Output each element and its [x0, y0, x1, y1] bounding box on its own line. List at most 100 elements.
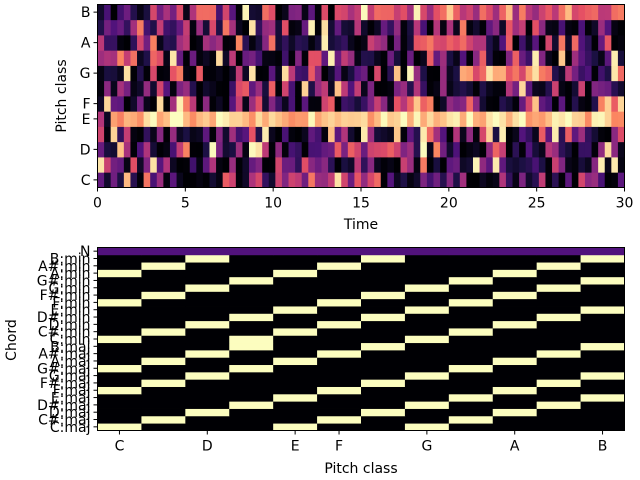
chord-template-cell — [97, 320, 142, 329]
chord-template-cell — [273, 291, 318, 300]
chroma-cell — [571, 65, 579, 82]
chord-template-cell — [229, 276, 274, 285]
chroma-cell — [459, 4, 467, 21]
chroma-cell — [552, 172, 560, 188]
chroma-cell — [104, 50, 112, 66]
chroma-cell — [321, 65, 329, 82]
chroma-cell — [591, 65, 599, 82]
chroma-cell — [453, 35, 461, 51]
chroma-cell — [222, 80, 230, 97]
chord-template-cell — [229, 393, 274, 402]
chroma-cell — [479, 4, 487, 21]
chord-template-cell — [317, 364, 362, 373]
chord-template-chart: C D E F G A B C:majC#:majD:majD#:majE:majF:maj… — [4, 244, 625, 477]
chord-template-cell — [580, 254, 625, 263]
chroma-cell — [578, 65, 586, 82]
chroma-cell — [216, 19, 224, 36]
chord-template-y-axis-label: Chord — [4, 319, 20, 361]
chord-template-cell — [141, 247, 186, 256]
chroma-cell — [156, 111, 164, 127]
chroma-cell — [538, 157, 546, 173]
chroma-cell — [176, 96, 184, 112]
chroma-cell — [499, 157, 507, 173]
chord-template-cell — [536, 335, 581, 344]
chord-template-cell — [273, 328, 318, 336]
chroma-cell — [459, 157, 467, 173]
chroma-cell — [361, 96, 368, 112]
chord-template-cell — [185, 247, 230, 256]
chord-template-cell — [97, 269, 142, 278]
chord-template-cell — [404, 262, 450, 270]
chord-template-cell — [185, 306, 230, 314]
chroma-cell — [380, 126, 388, 143]
chroma-cell — [295, 126, 303, 143]
chroma-cell — [393, 80, 401, 97]
chroma-cell — [479, 65, 487, 82]
chord-template-cell — [317, 335, 362, 344]
chroma-cell — [268, 111, 276, 127]
chord-template-cell — [536, 298, 581, 307]
chord-template-cell — [361, 320, 406, 329]
chroma-cell — [611, 80, 619, 97]
y-tick-label: C — [81, 173, 91, 189]
chroma-cell — [189, 19, 197, 36]
chroma-cell — [255, 4, 263, 21]
chroma-cell — [262, 80, 270, 97]
chord-template-cell — [361, 269, 406, 278]
y-tick-label: F#:min — [40, 288, 91, 304]
chroma-cell — [440, 80, 448, 97]
chord-template-cell — [141, 379, 186, 387]
chroma-cell — [446, 157, 454, 173]
chroma-cell — [110, 157, 118, 173]
chroma-cell — [532, 4, 540, 21]
chroma-cell — [453, 111, 461, 127]
chroma-cell — [123, 96, 131, 112]
chroma-cell — [235, 141, 243, 158]
chroma-cell — [453, 157, 461, 173]
chord-template-cell — [448, 379, 494, 387]
chroma-cell — [143, 50, 151, 66]
chroma-cell — [242, 172, 250, 188]
chord-template-cell — [273, 306, 318, 314]
chroma-cell — [413, 19, 421, 36]
chroma-cell — [374, 4, 382, 21]
chroma-cell — [545, 126, 553, 143]
chroma-cell — [196, 172, 204, 188]
chroma-cell — [288, 4, 296, 21]
chroma-cell — [202, 141, 210, 158]
chroma-cell — [222, 35, 230, 51]
chord-template-cell — [229, 386, 274, 395]
chord-template-cell — [536, 379, 581, 387]
chroma-cell — [571, 50, 579, 66]
chord-template-cell — [185, 335, 230, 344]
chord-template-cell — [361, 328, 406, 336]
chroma-cell — [584, 172, 592, 188]
chroma-cell — [110, 65, 118, 82]
chroma-cell — [433, 19, 441, 36]
chroma-cell — [163, 141, 171, 158]
chroma-cell — [288, 96, 296, 112]
chroma-cell — [446, 141, 454, 158]
chroma-cell — [505, 141, 513, 158]
chroma-cell — [479, 96, 487, 112]
chroma-cell — [413, 35, 421, 51]
chroma-cell — [123, 35, 131, 51]
chroma-cell — [617, 126, 625, 143]
chroma-cell — [222, 141, 230, 158]
chroma-cell — [97, 80, 105, 97]
chroma-cell — [440, 126, 448, 143]
chroma-cell — [321, 126, 329, 143]
chord-template-cell — [492, 423, 538, 431]
chroma-cell — [400, 111, 408, 127]
chroma-cell — [380, 172, 388, 188]
chroma-cell — [538, 35, 546, 51]
chord-template-cell — [404, 247, 450, 256]
chroma-cell — [571, 80, 579, 97]
chord-template-cell — [97, 371, 142, 380]
chroma-cell — [249, 96, 256, 112]
chroma-cell — [249, 172, 256, 188]
chord-template-cell — [361, 401, 406, 409]
y-tick-label: G#:min — [37, 273, 91, 289]
chroma-cell — [466, 172, 474, 188]
chroma-cell — [420, 65, 428, 82]
